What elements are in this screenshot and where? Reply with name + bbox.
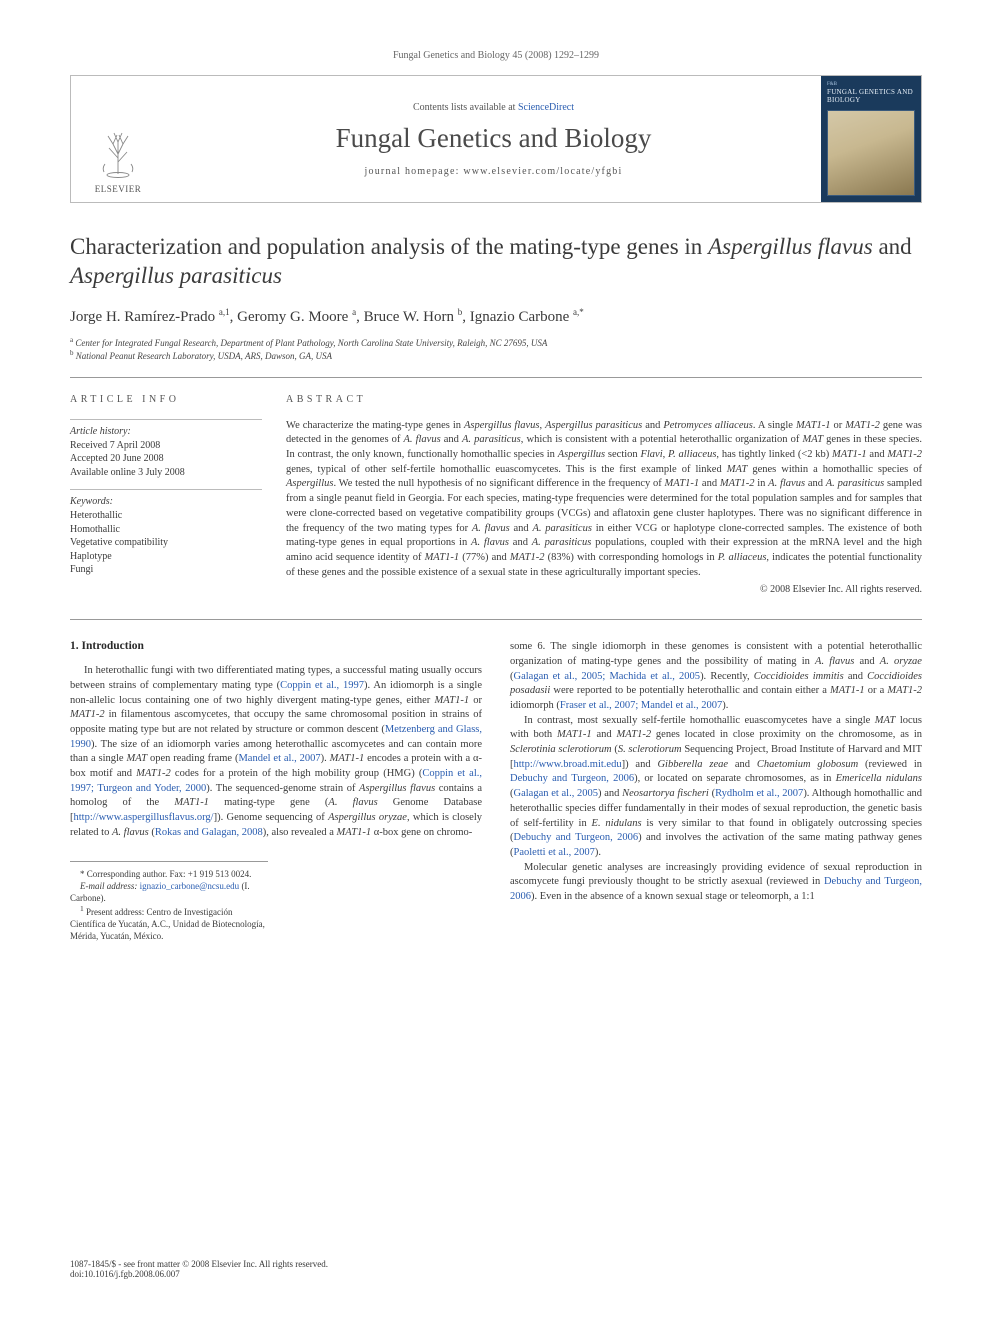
body-paragraph: Molecular genetic analyses are increasin… [510,861,922,905]
keyword: Homothallic [70,523,262,537]
elsevier-tree-icon [93,124,143,180]
body-paragraph: In contrast, most sexually self-fertile … [510,714,922,861]
footnotes-block: * Corresponding author. Fax: +1 919 513 … [70,861,268,943]
author-list: Jorge H. Ramírez-Prado a,1, Geromy G. Mo… [70,307,922,326]
keywords-label: Keywords: [70,496,262,507]
keyword: Fungi [70,563,262,577]
body-paragraph: In heterothallic fungi with two differen… [70,664,482,840]
affiliation-b: b National Peanut Research Laboratory, U… [70,349,922,363]
abstract-heading: ABSTRACT [286,394,922,405]
column-left: 1. Introduction In heterothallic fungi w… [70,640,482,942]
footnote-present-address: 1 Present address: Centro de Investigaci… [70,904,268,942]
history-accepted: Accepted 20 June 2008 [70,452,262,466]
section-heading-intro: 1. Introduction [70,640,482,652]
article-info-heading: ARTICLE INFO [70,394,262,405]
journal-name: Fungal Genetics and Biology [336,123,652,154]
doi-line: doi:10.1016/j.fgb.2008.06.007 [70,1269,922,1279]
header-citation: Fungal Genetics and Biology 45 (2008) 12… [70,50,922,61]
contents-available-line: Contents lists available at ScienceDirec… [413,102,574,113]
info-abstract-row: ARTICLE INFO Article history: Received 7… [70,377,922,596]
keyword: Haplotype [70,550,262,564]
masthead-center: Contents lists available at ScienceDirec… [166,76,821,202]
cover-title: FUNGAL GENETICS AND BIOLOGY [827,89,915,104]
keyword: Vegetative compatibility [70,536,262,550]
body-paragraph: some 6. The single idiomorph in these ge… [510,640,922,713]
article-history-block: Article history: Received 7 April 2008 A… [70,419,262,480]
body-rule [70,619,922,620]
body-two-column: 1. Introduction In heterothallic fungi w… [70,640,922,942]
contents-prefix: Contents lists available at [413,102,518,113]
footnote-corresponding: * Corresponding author. Fax: +1 919 513 … [70,868,268,880]
cover-image [827,110,915,196]
abstract-column: ABSTRACT We characterize the mating-type… [286,394,922,596]
column-right: some 6. The single idiomorph in these ge… [510,640,922,942]
front-matter-line: 1087-1845/$ - see front matter © 2008 El… [70,1259,922,1269]
footnote-email: E-mail address: ignazio_carbone@ncsu.edu… [70,880,268,904]
cover-shortcode: F&B [827,82,915,87]
abstract-text: We characterize the mating-type genes in… [286,419,922,581]
article-title: Characterization and population analysis… [70,233,922,291]
homepage-url[interactable]: www.elsevier.com/locate/yfgbi [463,166,622,177]
affiliation-a: a Center for Integrated Fungal Research,… [70,336,922,350]
history-online: Available online 3 July 2008 [70,466,262,480]
journal-masthead: ELSEVIER Contents lists available at Sci… [70,75,922,203]
homepage-prefix: journal homepage: [365,166,464,177]
history-received: Received 7 April 2008 [70,439,262,453]
abstract-copyright: © 2008 Elsevier Inc. All rights reserved… [286,584,922,595]
keywords-block: Keywords: Heterothallic Homothallic Vege… [70,489,262,577]
history-label: Article history: [70,426,262,437]
journal-homepage-line: journal homepage: www.elsevier.com/locat… [365,166,623,177]
footer-copyright-doi: 1087-1845/$ - see front matter © 2008 El… [70,1259,922,1279]
article-info-column: ARTICLE INFO Article history: Received 7… [70,394,262,596]
keyword: Heterothallic [70,509,262,523]
publisher-block: ELSEVIER [71,76,166,202]
journal-cover-thumbnail: F&B FUNGAL GENETICS AND BIOLOGY [821,76,921,202]
publisher-name: ELSEVIER [95,184,142,194]
affiliations: a Center for Integrated Fungal Research,… [70,336,922,363]
sciencedirect-link[interactable]: ScienceDirect [518,102,574,113]
